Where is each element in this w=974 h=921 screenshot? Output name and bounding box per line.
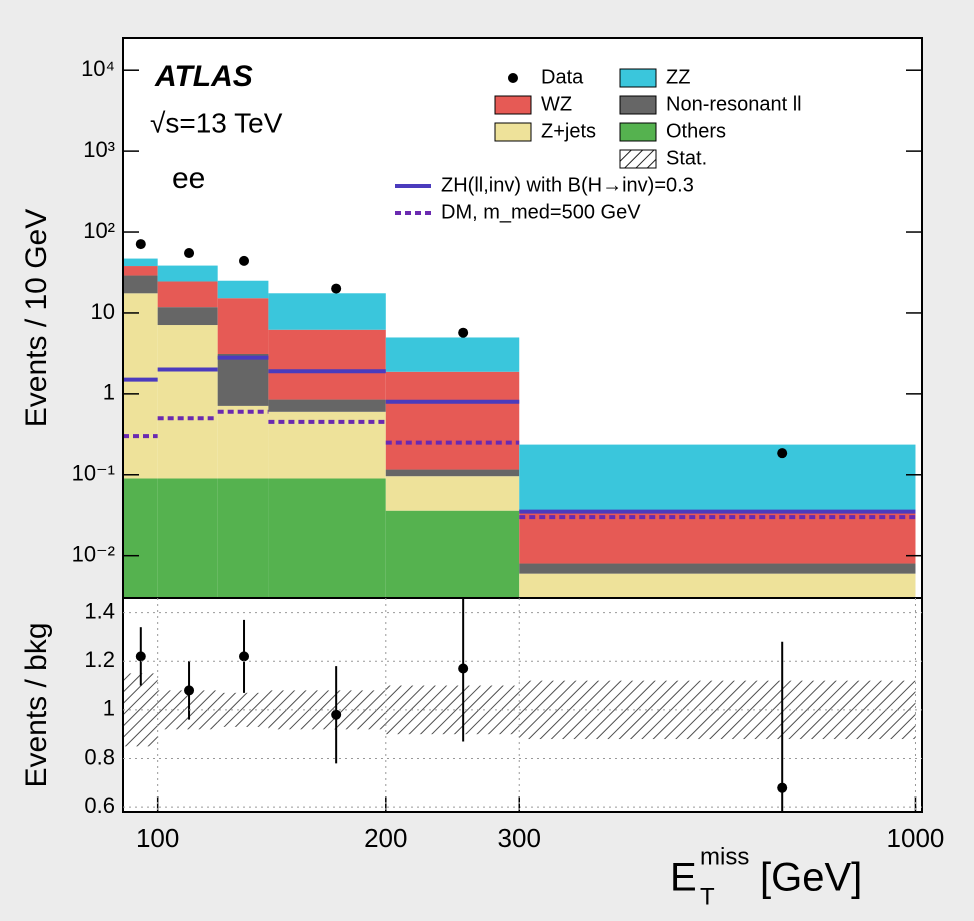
x-tick-label: 300 <box>498 823 541 853</box>
y-tick-label: 10 <box>91 299 115 324</box>
x-title-sup: miss <box>700 843 749 870</box>
legend-swatch <box>620 150 656 168</box>
y-tick-label: 10⁴ <box>81 56 115 81</box>
x-title-base: E <box>670 856 697 900</box>
x-tick-label: 100 <box>136 823 179 853</box>
bar-segment <box>218 298 269 354</box>
bar-segment <box>158 266 218 282</box>
y-tick-label: 10⁻¹ <box>72 461 115 486</box>
y-tick-label: 10⁻² <box>72 542 115 567</box>
y-axis-title: Events / 10 GeV <box>20 209 53 427</box>
legend-label: DM, m_med=500 GeV <box>441 201 641 223</box>
y-tick-label: 10² <box>83 218 115 243</box>
ratio-point <box>777 783 787 793</box>
legend-label: WZ <box>541 93 572 115</box>
legend-label: ZH(ll,inv) with B(H→inv)=0.3 <box>441 174 694 196</box>
data-point <box>331 284 341 294</box>
bar-segment <box>268 400 385 412</box>
ratio-point <box>239 651 249 661</box>
bar-segment <box>268 293 385 329</box>
energy-label: √s=13 TeV <box>150 107 283 138</box>
bar-segment <box>158 325 218 478</box>
data-point <box>458 328 468 338</box>
legend-label: Z+jets <box>541 120 596 142</box>
channel-label: ee <box>172 162 205 195</box>
ratio-point <box>136 651 146 661</box>
y-tick-label: 0.8 <box>84 744 115 769</box>
bar-segment <box>519 574 915 598</box>
bar-segment <box>268 478 385 598</box>
page: {"chart_data": [ {"type": "histogram", "… <box>0 0 974 916</box>
bar-segment <box>123 478 158 598</box>
bar-segment <box>519 564 915 574</box>
data-point <box>239 256 249 266</box>
x-axis-title: E T miss [GeV] <box>670 843 862 910</box>
y-tick-label: 1 <box>103 696 115 721</box>
x-tick-label: 1000 <box>887 823 945 853</box>
bar-segment <box>123 259 158 266</box>
legend-swatch <box>620 123 656 141</box>
bar-segment <box>218 354 269 406</box>
bar-segment <box>519 445 915 511</box>
ratio-point <box>184 685 194 695</box>
y-tick-label: 1.4 <box>84 598 115 623</box>
data-point <box>184 248 194 258</box>
legend-label: Others <box>666 120 726 142</box>
bar-segment <box>123 276 158 294</box>
bar-segment <box>218 281 269 298</box>
x-title-sub: T <box>700 883 715 910</box>
bar-segment <box>386 372 519 470</box>
y-tick-label: 1.2 <box>84 647 115 672</box>
y-tick-label: 0.6 <box>84 793 115 818</box>
bar-segment <box>218 478 269 598</box>
bar-segment <box>268 412 385 479</box>
bar-segment <box>123 266 158 276</box>
bar-segment <box>268 330 385 400</box>
legend-swatch <box>620 69 656 87</box>
ratio-point <box>331 710 341 720</box>
x-title-unit: [GeV] <box>760 856 862 900</box>
bar-segment <box>218 406 269 479</box>
legend-label: Non-resonant ll <box>666 93 802 115</box>
bar-segment <box>386 337 519 371</box>
bar-segment <box>386 511 519 598</box>
bar-segment <box>158 281 218 307</box>
legend-label: Stat. <box>666 147 707 169</box>
data-point <box>777 448 787 458</box>
legend-marker <box>508 73 518 83</box>
bar-segment <box>519 511 915 564</box>
bar-segment <box>386 476 519 510</box>
legend-swatch <box>495 123 531 141</box>
experiment-label: ATLAS <box>154 60 253 93</box>
data-point <box>136 239 146 249</box>
ratio-point <box>458 664 468 674</box>
bar-segment <box>158 307 218 325</box>
legend-label: Data <box>541 66 584 88</box>
y-tick-label: 1 <box>103 380 115 405</box>
legend-swatch <box>495 96 531 114</box>
ratio-axis-title: Events / bkg <box>20 622 53 787</box>
y-tick-label: 10³ <box>83 137 115 162</box>
bar-segment <box>158 478 218 598</box>
x-tick-label: 200 <box>364 823 407 853</box>
legend-label: ZZ <box>666 66 690 88</box>
bar-segment <box>386 470 519 477</box>
chart: Events / 10 GeV Events / bkg ATLAS √s=13… <box>0 0 974 916</box>
legend-swatch <box>620 96 656 114</box>
bar-segment <box>123 293 158 478</box>
